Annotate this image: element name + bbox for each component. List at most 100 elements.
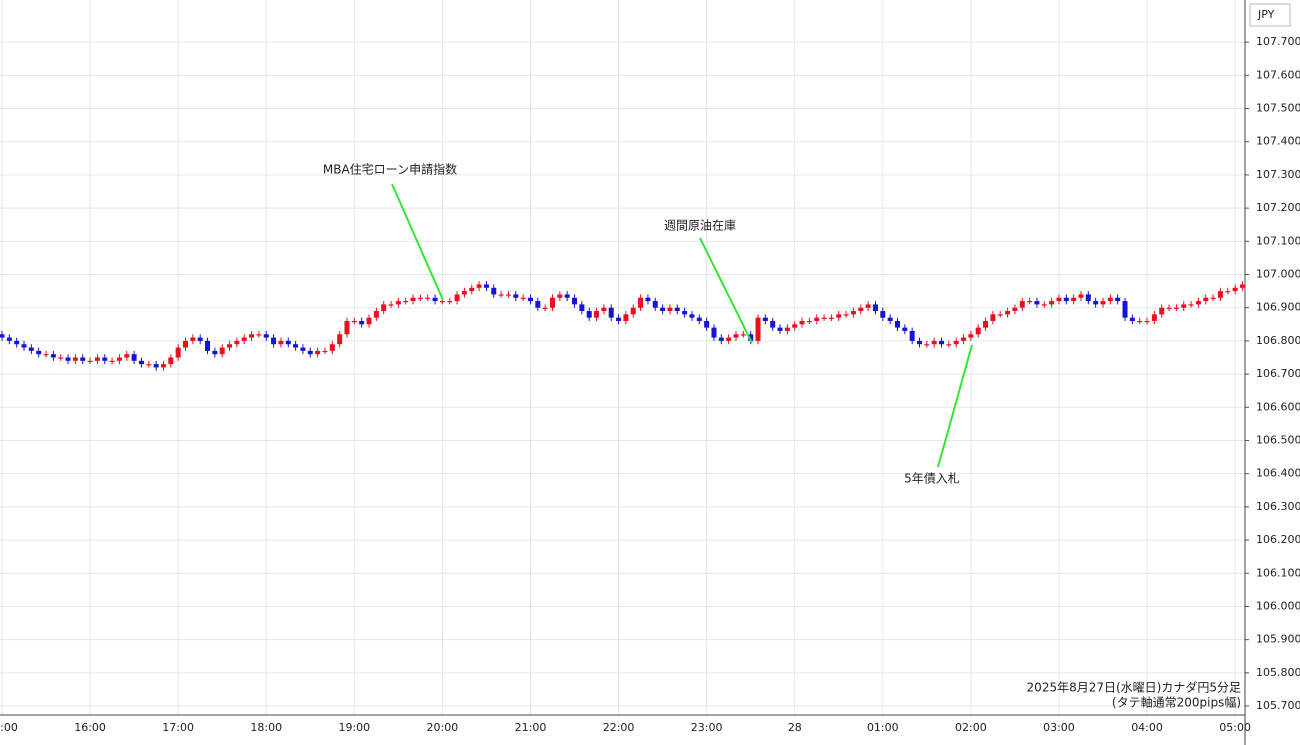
- candle-body: [616, 317, 622, 321]
- candle-body: [1181, 304, 1187, 308]
- candle-body: [28, 347, 34, 351]
- candle-body: [711, 327, 717, 338]
- footnote: 2025年8月27日(水曜日)カナダ円5分足: [1027, 680, 1241, 695]
- candle-body: [902, 327, 908, 331]
- candle-body: [1173, 307, 1179, 309]
- candle-body: [946, 344, 952, 346]
- y-tick-label: 106.700: [1256, 367, 1300, 380]
- candle-body: [1210, 297, 1216, 299]
- candle-body: [0, 334, 5, 338]
- candle-body: [307, 350, 313, 355]
- candle-body: [212, 350, 218, 355]
- candle-body: [234, 340, 240, 345]
- y-tick-label: 107.700: [1256, 35, 1300, 48]
- candle-body: [1203, 297, 1209, 302]
- candle-body: [520, 297, 526, 299]
- candle-body: [535, 301, 541, 308]
- x-tick-label: 18:00: [250, 721, 282, 734]
- candle-body: [1195, 301, 1201, 305]
- candle-body: [1239, 284, 1245, 288]
- candle-body: [146, 364, 152, 366]
- footnote: (タテ軸通常200pips幅): [1112, 695, 1241, 710]
- candle-body: [1049, 301, 1055, 305]
- candle-body: [36, 350, 42, 355]
- x-tick-label: 16:00: [74, 721, 106, 734]
- annotation-line: [391, 183, 444, 301]
- candle-body: [153, 364, 159, 368]
- annotation-line: [937, 344, 973, 468]
- annotation-line: [699, 237, 753, 344]
- y-tick-label: 106.600: [1256, 400, 1300, 413]
- y-tick-label: 105.900: [1256, 633, 1300, 646]
- annotation-label: 5年債入札: [904, 471, 960, 486]
- candle-body: [469, 287, 475, 292]
- candle-body: [623, 314, 629, 321]
- candle-body: [43, 354, 49, 356]
- candle-body: [1188, 304, 1194, 306]
- candle-body: [94, 357, 100, 361]
- candle-body: [219, 347, 225, 355]
- candle-body: [718, 337, 724, 341]
- candle-body: [917, 340, 922, 345]
- candle-body: [160, 364, 166, 368]
- y-tick-label: 106.400: [1256, 467, 1300, 480]
- y-tick-label: 106.900: [1256, 301, 1300, 314]
- candle-body: [373, 311, 379, 318]
- candle-body: [285, 340, 291, 345]
- candle-body: [388, 304, 394, 306]
- candle-body: [1034, 301, 1040, 305]
- candle-body: [131, 354, 137, 361]
- y-tick-label: 106.800: [1256, 334, 1300, 347]
- candle-body: [138, 360, 144, 365]
- candle-body: [256, 334, 262, 336]
- candle-body: [939, 340, 945, 345]
- candle-body: [557, 294, 563, 298]
- candle-body: [1122, 301, 1128, 318]
- candle-body: [1129, 317, 1135, 321]
- candle-body: [124, 354, 130, 358]
- x-tick-label: 17:00: [162, 721, 194, 734]
- candle-body: [344, 320, 350, 335]
- y-tick-label: 107.500: [1256, 102, 1300, 115]
- annotation-label: MBA住宅ローン申請指数: [323, 162, 457, 177]
- y-tick-label: 106.500: [1256, 433, 1300, 446]
- candle-body: [1056, 297, 1062, 302]
- candle-body: [1107, 297, 1113, 302]
- y-tick-label: 107.000: [1256, 268, 1300, 281]
- candle-body: [594, 311, 600, 318]
- y-tick-label: 107.600: [1256, 68, 1300, 81]
- candle-body: [322, 350, 328, 353]
- candle-body: [395, 301, 401, 305]
- candle-body: [50, 354, 56, 358]
- candle-body: [227, 344, 233, 348]
- candle-body: [498, 294, 504, 296]
- candle-body: [263, 334, 269, 338]
- candle-body: [821, 317, 827, 319]
- candle-body: [652, 301, 658, 308]
- candle-body: [894, 320, 900, 328]
- y-tick-label: 106.200: [1256, 533, 1300, 546]
- candle-body: [197, 337, 203, 341]
- candle-body: [454, 294, 460, 302]
- candle-body: [513, 294, 519, 298]
- candle-body: [476, 284, 482, 288]
- candle-body: [814, 317, 820, 321]
- candle-body: [983, 320, 989, 328]
- candle-body: [748, 334, 754, 341]
- candle-body: [1027, 301, 1033, 303]
- candle-body: [792, 324, 798, 328]
- candle-body: [740, 334, 746, 336]
- candle-body: [968, 334, 974, 338]
- candle-body: [65, 357, 71, 361]
- candle-body: [1144, 320, 1150, 323]
- y-tick-label: 105.800: [1256, 666, 1300, 679]
- candle-body: [241, 337, 247, 341]
- x-tick-label: 22:00: [603, 721, 635, 734]
- candle-body: [278, 340, 284, 345]
- y-tick-label: 106.100: [1256, 566, 1300, 579]
- candle-body: [329, 344, 335, 351]
- candle-body: [1085, 294, 1091, 302]
- candle-body: [6, 337, 12, 341]
- candle-body: [168, 357, 174, 365]
- annotation-label: 週間原油在庫: [664, 219, 736, 233]
